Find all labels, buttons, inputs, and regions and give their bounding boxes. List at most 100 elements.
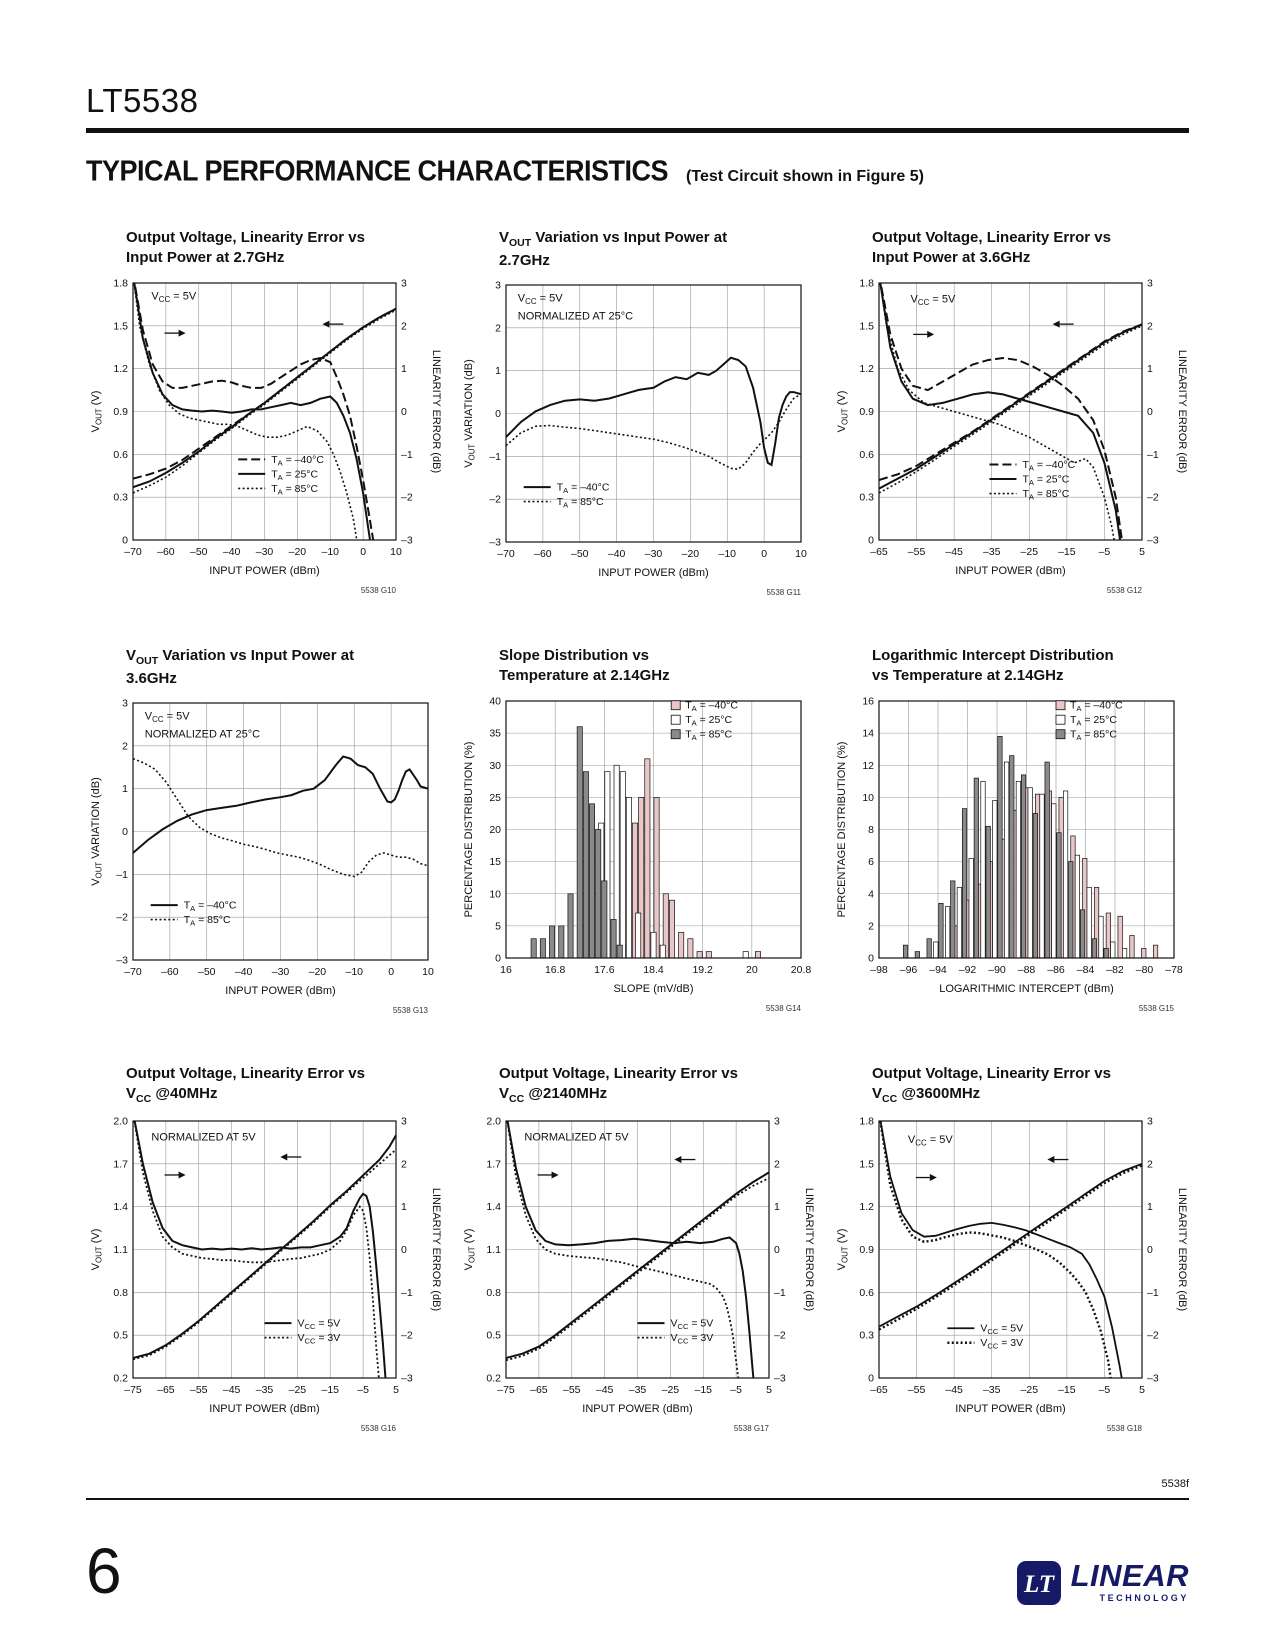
- chart-title: Output Voltage, Linearity Error vs Input …: [126, 229, 365, 266]
- chart-plot: –70 –60 –50 –40 –30 –20 –10 0 10–3–2–10123INPUT …: [463, 280, 807, 598]
- svg-text:INPUT POWER (dBm): INPUT POWER (dBm): [598, 567, 708, 579]
- svg-text:0: 0: [868, 1373, 874, 1385]
- svg-text:PERCENTAGE DISTRIBUTION (%): PERCENTAGE DISTRIBUTION (%): [463, 742, 475, 918]
- svg-text:VOUT (V): VOUT (V): [463, 1229, 477, 1271]
- svg-text:–94: –94: [929, 964, 947, 976]
- svg-text:–45: –45: [945, 1384, 963, 1396]
- chart-g11: VOUT Variation vs Input Power at 2.7GHz –7…: [459, 228, 816, 600]
- svg-text:–45: –45: [596, 1384, 614, 1396]
- svg-text:19.2: 19.2: [692, 964, 713, 976]
- logo-wordmark: LINEAR TECHNOLOGY: [1071, 1560, 1189, 1603]
- svg-text:5538 G12: 5538 G12: [1107, 586, 1143, 595]
- svg-text:25: 25: [489, 792, 501, 804]
- svg-text:–2: –2: [401, 1330, 413, 1342]
- svg-text:LINEARITY ERROR (dB): LINEARITY ERROR (dB): [1176, 1188, 1188, 1311]
- svg-text:–2: –2: [489, 494, 501, 506]
- svg-text:–25: –25: [289, 1384, 307, 1396]
- svg-text:LINEARITY ERROR (dB): LINEARITY ERROR (dB): [803, 1188, 815, 1311]
- chart-plot: –98 –96 –94 –92 –90 –88 –86 –84 –82 –80 –78 0 2 4 6 8 10…: [836, 696, 1183, 1014]
- svg-text:–1: –1: [116, 869, 128, 881]
- arrow-left-icon: [674, 1156, 696, 1164]
- svg-text:–25: –25: [662, 1384, 680, 1396]
- svg-text:20: 20: [746, 964, 758, 976]
- svg-text:–5: –5: [357, 1384, 369, 1396]
- svg-text:–55: –55: [908, 546, 926, 558]
- logo-subtext: TECHNOLOGY: [1099, 1593, 1189, 1603]
- chart-legend: TA = –40°CTA = 85°C: [523, 482, 610, 510]
- svg-text:–75: –75: [124, 1384, 142, 1396]
- svg-text:TA = 85°C: TA = 85°C: [1022, 488, 1069, 502]
- svg-text:VCC = 3V: VCC = 3V: [980, 1338, 1023, 1352]
- svg-text:10: 10: [795, 548, 807, 560]
- svg-text:VCC = 5V: VCC = 5V: [908, 1134, 953, 1148]
- svg-text:3: 3: [495, 280, 501, 292]
- svg-text:–2: –2: [1147, 492, 1159, 504]
- svg-text:–40: –40: [223, 546, 241, 558]
- svg-text:0: 0: [401, 406, 407, 418]
- svg-text:TA = –40°C: TA = –40°C: [1070, 700, 1123, 714]
- svg-text:–98: –98: [870, 964, 888, 976]
- svg-text:5538 G18: 5538 G18: [1107, 1424, 1143, 1433]
- svg-text:3: 3: [401, 1116, 407, 1128]
- svg-text:0.6: 0.6: [859, 1287, 874, 1299]
- svg-text:0.3: 0.3: [859, 492, 874, 504]
- svg-text:VOUT (V): VOUT (V): [836, 391, 850, 433]
- footer-rule: [86, 1498, 1189, 1500]
- svg-text:–10: –10: [345, 966, 363, 978]
- svg-text:0.5: 0.5: [113, 1330, 128, 1342]
- svg-text:–20: –20: [682, 548, 700, 560]
- svg-text:–55: –55: [190, 1384, 208, 1396]
- svg-text:–55: –55: [563, 1384, 581, 1396]
- chart-legend: TA = –40°CTA = 25°CTA = 85°C: [989, 459, 1076, 502]
- svg-text:0: 0: [761, 548, 767, 560]
- section-subtitle: (Test Circuit shown in Figure 5): [686, 168, 924, 185]
- svg-text:–15: –15: [1058, 1384, 1076, 1396]
- svg-text:0: 0: [495, 408, 501, 420]
- svg-text:0: 0: [122, 826, 128, 838]
- chart-legend: TA = –40°CTA = 25°CTA = 85°C: [1055, 700, 1123, 742]
- arrow-right-icon: [915, 1174, 937, 1182]
- svg-text:5: 5: [1139, 1384, 1145, 1396]
- svg-text:–65: –65: [157, 1384, 175, 1396]
- svg-text:5538 G13: 5538 G13: [393, 1006, 429, 1015]
- svg-text:–86: –86: [1047, 964, 1065, 976]
- svg-text:–1: –1: [401, 449, 413, 461]
- arrow-left-icon: [322, 320, 344, 328]
- chart-g15: Logarithmic Intercept Distribution vs Tem…: [832, 646, 1189, 1018]
- part-number: LT5538: [86, 82, 199, 119]
- chart-title: Output Voltage, Linearity Error vs VCC @4…: [126, 1065, 365, 1105]
- svg-text:1.2: 1.2: [113, 363, 128, 375]
- section-header: TYPICAL PERFORMANCE CHARACTERISTICS (Tes…: [86, 155, 1189, 188]
- svg-text:10: 10: [489, 888, 501, 900]
- svg-text:0.3: 0.3: [113, 492, 128, 504]
- svg-text:–2: –2: [774, 1330, 786, 1342]
- svg-text:2: 2: [868, 921, 874, 933]
- svg-text:–35: –35: [983, 1384, 1001, 1396]
- svg-text:–3: –3: [401, 1373, 413, 1385]
- svg-text:INPUT POWER (dBm): INPUT POWER (dBm): [209, 565, 319, 577]
- svg-text:VCC = 5V: VCC = 5V: [151, 291, 196, 305]
- svg-text:2: 2: [774, 1159, 780, 1171]
- svg-text:TA = 25°C: TA = 25°C: [1070, 714, 1117, 728]
- chart-g18: Output Voltage, Linearity Error vs VCC @3…: [832, 1064, 1189, 1436]
- svg-text:–60: –60: [534, 548, 552, 560]
- svg-text:–25: –25: [1021, 1384, 1039, 1396]
- chart-title: Output Voltage, Linearity Error vs VCC @2…: [499, 1065, 738, 1105]
- svg-text:0: 0: [495, 953, 501, 965]
- svg-text:VOUT (V): VOUT (V): [836, 1229, 850, 1271]
- svg-text:2.0: 2.0: [113, 1116, 128, 1128]
- series-group: [133, 1121, 396, 1379]
- svg-text:0: 0: [401, 1244, 407, 1256]
- svg-text:0.9: 0.9: [859, 406, 874, 418]
- svg-text:–5: –5: [730, 1384, 742, 1396]
- svg-text:2: 2: [1147, 320, 1153, 332]
- svg-text:2: 2: [495, 322, 501, 334]
- svg-text:LINEARITY ERROR (dB): LINEARITY ERROR (dB): [1176, 350, 1188, 473]
- svg-text:17.6: 17.6: [594, 964, 615, 976]
- svg-text:1: 1: [401, 363, 407, 375]
- svg-text:0.2: 0.2: [486, 1373, 501, 1385]
- svg-text:5: 5: [495, 921, 501, 933]
- svg-text:–65: –65: [870, 546, 888, 558]
